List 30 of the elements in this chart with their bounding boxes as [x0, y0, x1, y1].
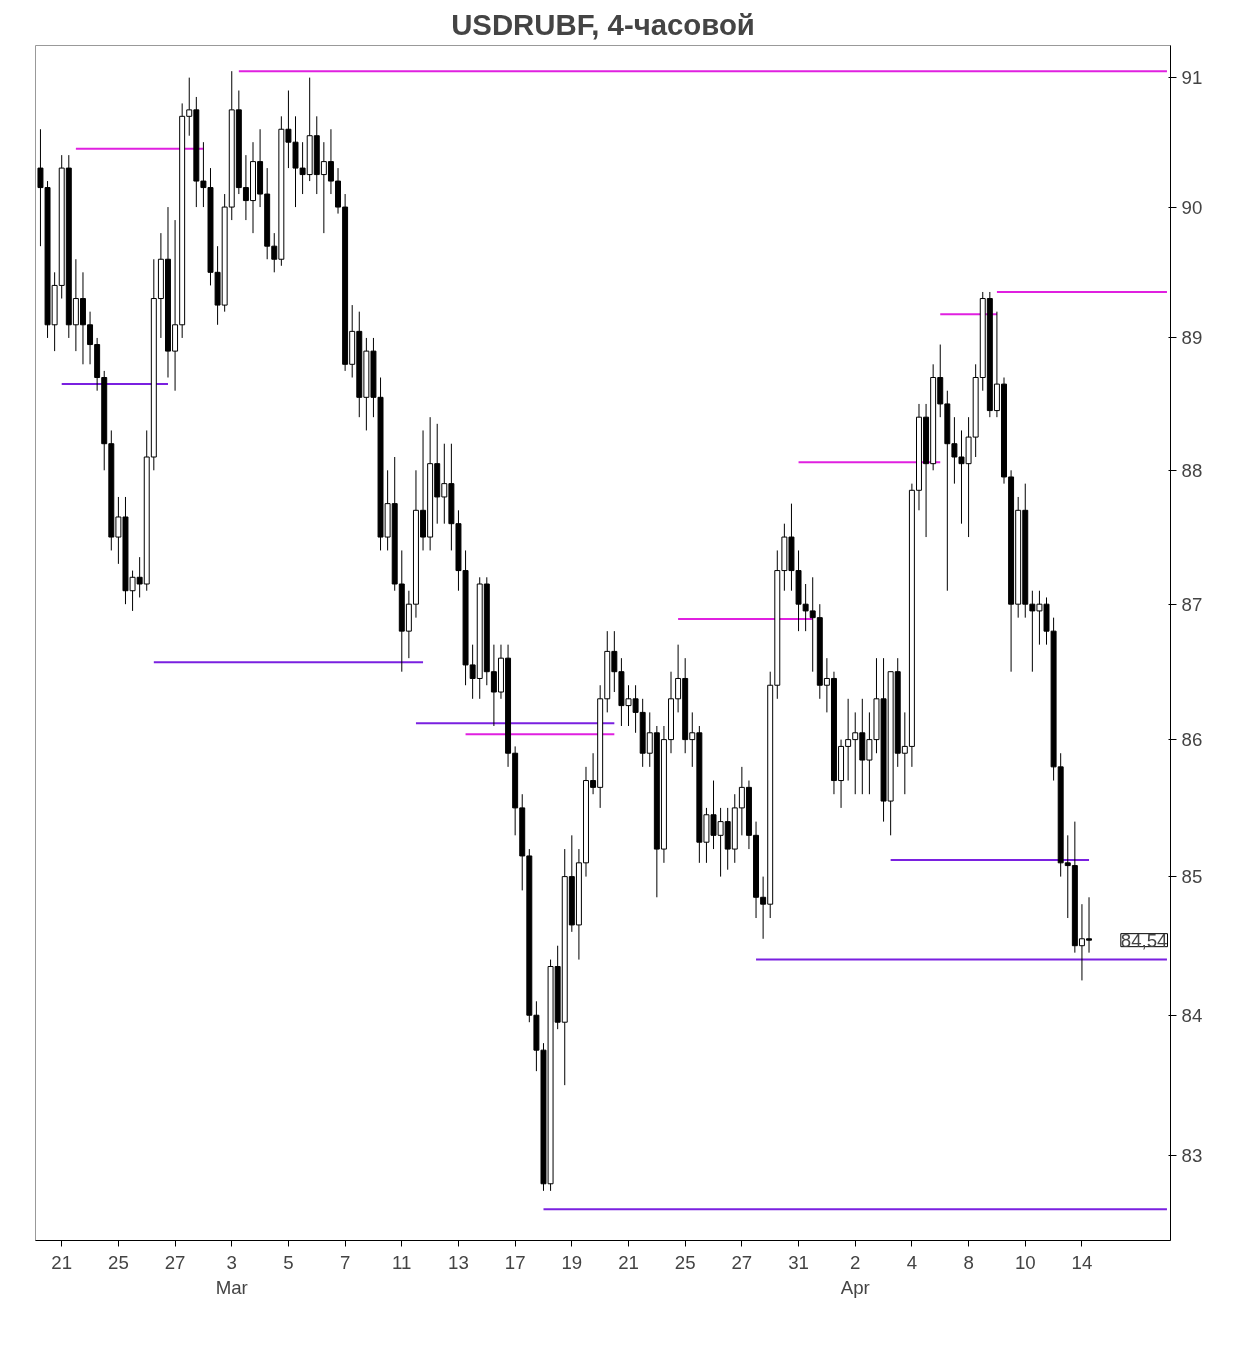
y-tick-label: 83 — [1181, 1145, 1203, 1167]
y-tick-label: 86 — [1181, 729, 1203, 751]
x-tick-label: 19 — [561, 1251, 583, 1273]
y-tick-label: 90 — [1181, 196, 1203, 218]
x-tick-label: 5 — [283, 1251, 294, 1273]
y-tick-label: 89 — [1181, 327, 1203, 349]
x-tick-label: 27 — [164, 1251, 186, 1273]
x-tick-label: 13 — [448, 1251, 469, 1273]
x-tick-label: 7 — [339, 1251, 351, 1273]
x-tick-label: 25 — [674, 1251, 696, 1273]
x-tick-label: 2 Apr — [840, 1251, 870, 1298]
annotation: 84,54 — [1120, 929, 1168, 951]
x-tick-label: 11 — [392, 1251, 412, 1273]
x-tick-label: 10 — [1014, 1251, 1036, 1273]
x-tick-label: 14 — [1071, 1251, 1093, 1273]
y-tick-label: 88 — [1181, 459, 1203, 481]
x-tick-label: 17 — [504, 1251, 526, 1273]
x-tick-label: 25 — [108, 1251, 129, 1273]
x-tick-label: 31 — [788, 1251, 809, 1273]
chart-title: USDRUBF, 4-часовой — [451, 7, 755, 41]
x-tick-label: 27 — [731, 1251, 753, 1273]
x-tick-label: 3 Mar — [215, 1251, 248, 1298]
y-tick-label: 87 — [1181, 593, 1203, 615]
x-tick-label: 8 — [963, 1251, 974, 1273]
y-tick-label: 84 — [1181, 1004, 1203, 1026]
x-tick-label: 21 — [51, 1251, 73, 1273]
x-tick-label: 21 — [618, 1251, 639, 1273]
x-tick-label: 4 — [906, 1251, 918, 1273]
y-tick-label: 91 — [1181, 67, 1203, 89]
y-tick-label: 85 — [1181, 866, 1203, 888]
